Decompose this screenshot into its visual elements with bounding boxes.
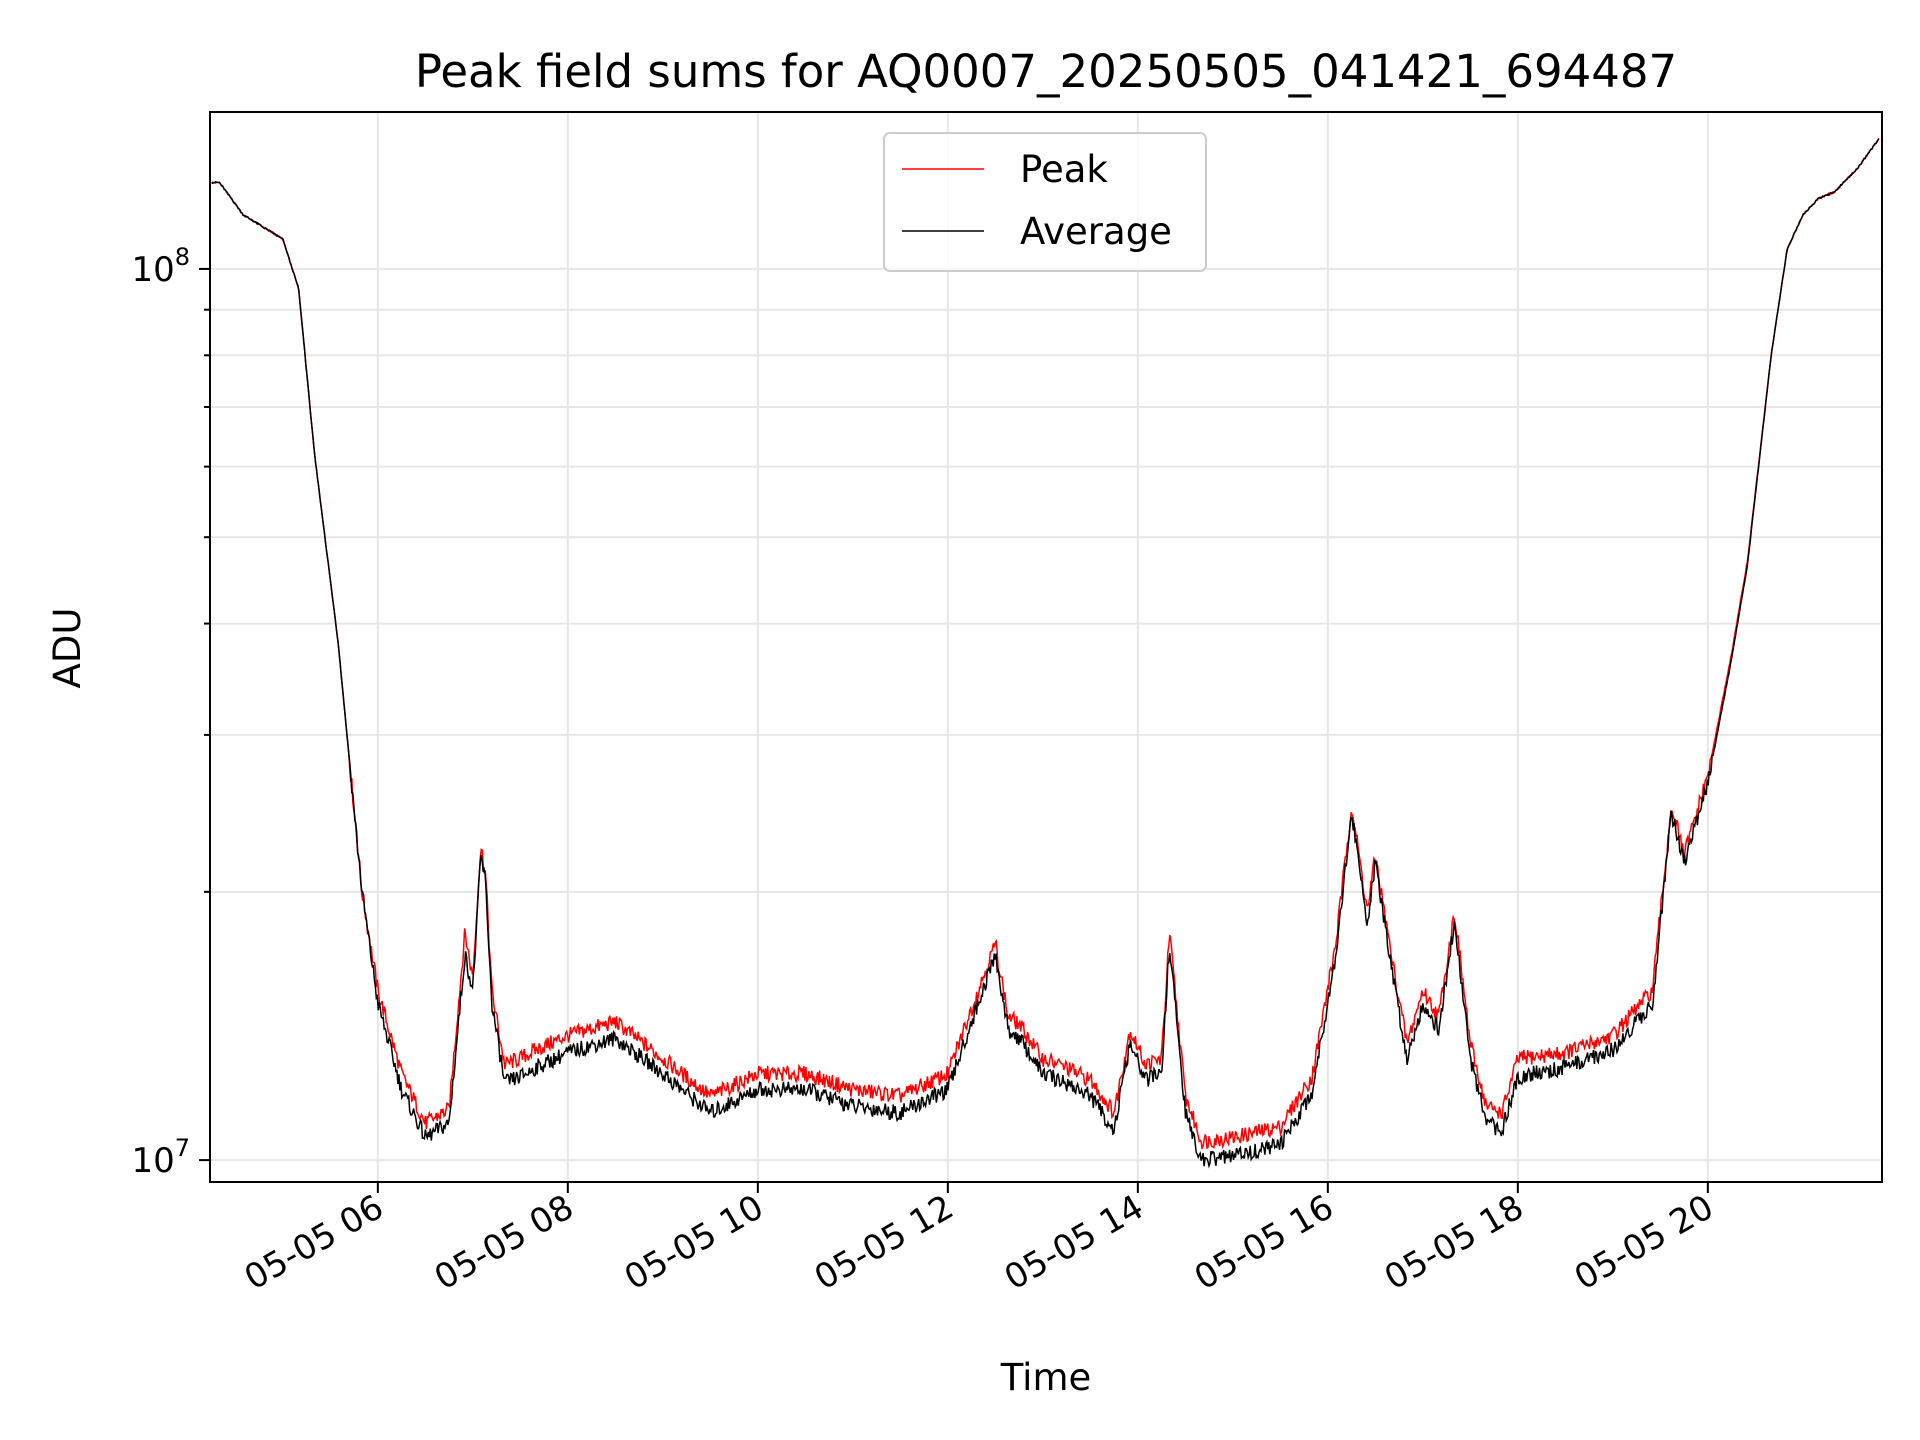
plot-frame <box>209 111 1883 1183</box>
series-layer <box>211 137 1880 1169</box>
y-tick-label: 108 <box>131 243 190 290</box>
x-axis-label: Time <box>1000 1356 1092 1399</box>
legend-label-peak: Peak <box>1020 148 1108 191</box>
chart-title: Peak field sums for AQ0007_20250505_0414… <box>415 45 1677 98</box>
series-line-average <box>211 138 1880 1169</box>
legend: Peak Average <box>883 132 1207 272</box>
y-tick-label: 107 <box>131 1134 190 1181</box>
legend-box <box>883 132 1207 272</box>
legend-label-average: Average <box>1020 210 1172 253</box>
y-axis-label: ADU <box>46 608 89 689</box>
grid <box>210 112 1882 1182</box>
